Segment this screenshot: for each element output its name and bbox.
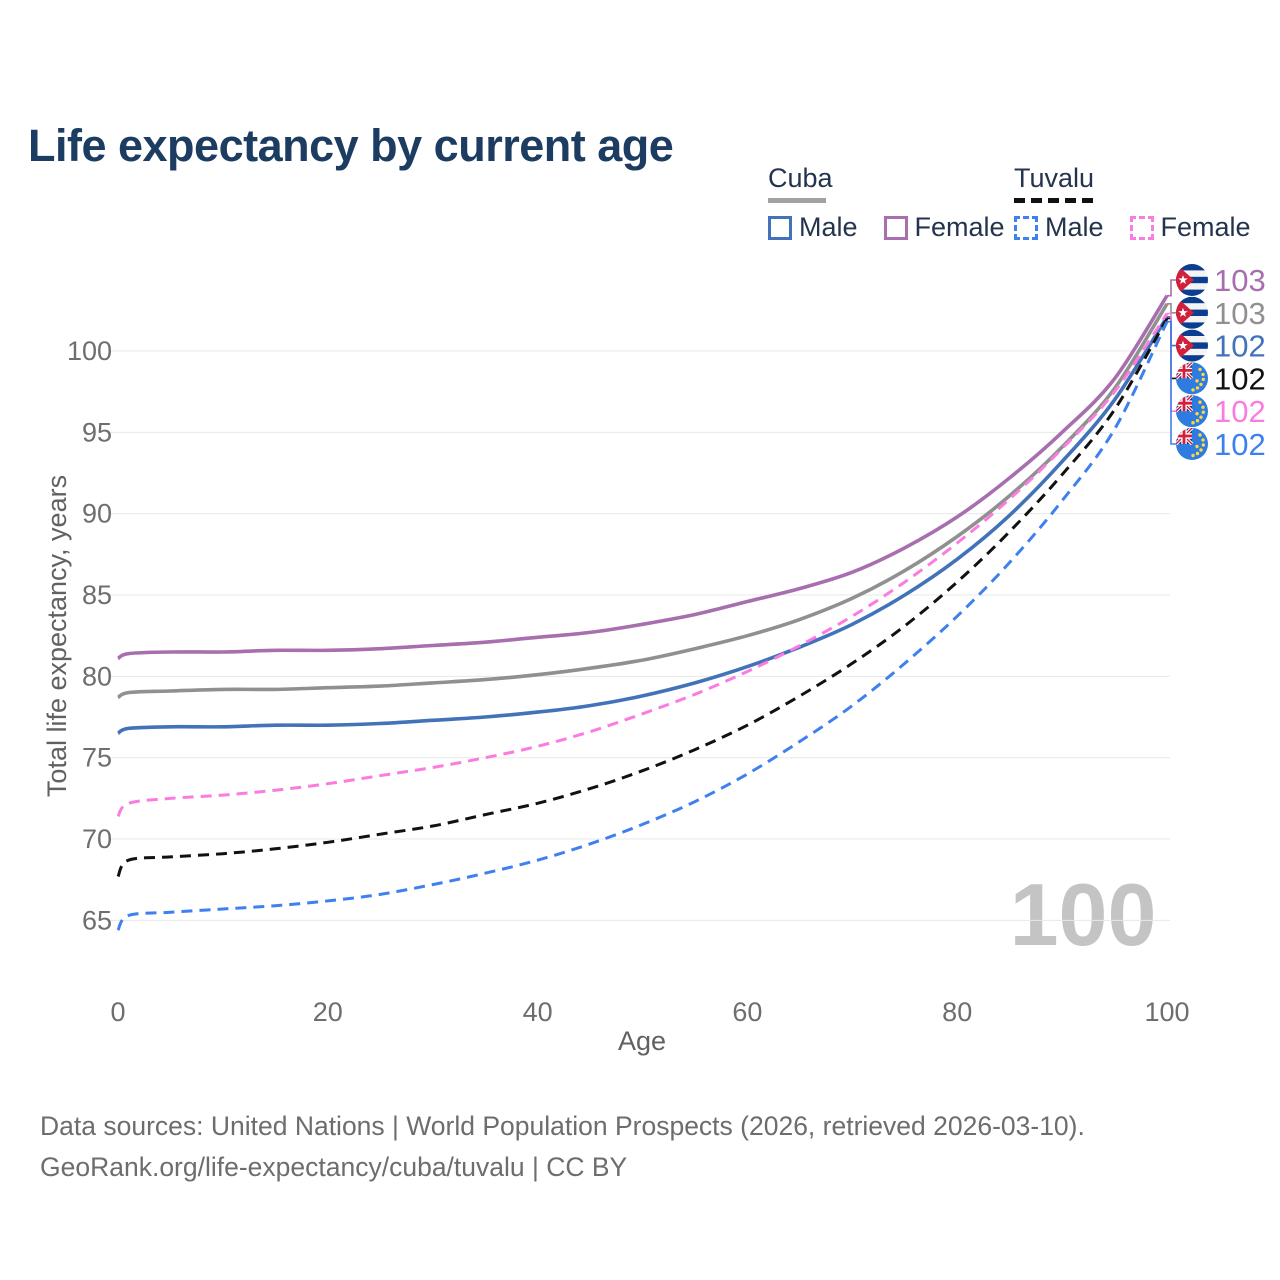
series-line-tuvalu-male[interactable] bbox=[116, 321, 1169, 931]
x-tick-label: 80 bbox=[942, 997, 972, 1027]
axes: Age Total life expectancy, years 65 70 75 8… bbox=[42, 336, 1190, 1056]
series-lines bbox=[116, 294, 1169, 931]
y-tick-label: 75 bbox=[82, 743, 112, 773]
tuvalu-flag-icon bbox=[1176, 395, 1208, 427]
legend-item-label: Male bbox=[799, 212, 858, 242]
end-label-connector-cuba-total bbox=[1167, 303, 1176, 314]
legend-item-label: Female bbox=[1160, 212, 1251, 242]
end-value-label-tuvalu-total: 102 bbox=[1214, 361, 1266, 396]
legend-country-cuba-label: Cuba bbox=[768, 163, 833, 193]
y-tick-label: 70 bbox=[82, 824, 112, 854]
y-tick-label: 80 bbox=[82, 661, 112, 691]
x-axis-title: Age bbox=[618, 1026, 666, 1056]
tuvalu-male-swatch bbox=[1014, 215, 1038, 240]
series-line-cuba-male[interactable] bbox=[116, 315, 1169, 735]
y-tick-label: 90 bbox=[82, 499, 112, 529]
x-tick-label: 60 bbox=[732, 997, 762, 1027]
series-line-cuba-total[interactable] bbox=[116, 302, 1169, 700]
y-axis-title: Total life expectancy, years bbox=[42, 475, 72, 797]
legend-country-tuvalu-label: Tuvalu bbox=[1014, 163, 1095, 193]
cuba-flag-icon bbox=[1176, 330, 1208, 362]
end-value-label-cuba-total: 103 bbox=[1214, 296, 1266, 331]
gridlines bbox=[110, 350, 1170, 921]
tuvalu-total-line-swatch bbox=[1014, 198, 1096, 203]
y-tick-label: 65 bbox=[82, 905, 112, 935]
cuba-flag-icon bbox=[1176, 264, 1208, 296]
attribution-line: GeoRank.org/life-expectancy/cuba/tuvalu … bbox=[40, 1152, 628, 1182]
legend-item-cuba-male[interactable]: Male bbox=[768, 212, 858, 243]
legend-item-label: Female bbox=[914, 212, 1005, 242]
cuba-flag-icon bbox=[1176, 297, 1208, 329]
legend: Cuba Male Female Tuvalu Male bbox=[0, 163, 1280, 243]
tuvalu-flag-icon bbox=[1176, 428, 1208, 460]
age-counter-watermark: 100 bbox=[1010, 865, 1157, 964]
x-tick-label: 20 bbox=[313, 997, 343, 1027]
x-tick-label: 40 bbox=[523, 997, 553, 1027]
legend-item-tuvalu-female[interactable]: Female bbox=[1129, 212, 1251, 243]
legend-country-tuvalu: Tuvalu bbox=[1014, 163, 1251, 203]
legend-group-tuvalu: Tuvalu Male Female bbox=[1014, 163, 1251, 243]
data-sources-line: Data sources: United Nations | World Pop… bbox=[40, 1111, 1085, 1141]
legend-item-label: Male bbox=[1045, 212, 1104, 242]
legend-group-cuba: Cuba Male Female bbox=[768, 163, 1005, 243]
end-value-label-tuvalu-male: 102 bbox=[1214, 427, 1266, 462]
end-value-label-cuba-male: 102 bbox=[1214, 329, 1266, 364]
cuba-total-line-swatch bbox=[768, 198, 826, 203]
series-line-cuba-female[interactable] bbox=[116, 294, 1169, 661]
footer: Data sources: United Nations | World Pop… bbox=[40, 1106, 1085, 1188]
tuvalu-flag-icon bbox=[1176, 362, 1208, 394]
cuba-female-swatch bbox=[883, 215, 908, 240]
end-value-label-cuba-female: 103 bbox=[1214, 263, 1266, 298]
x-tick-label: 0 bbox=[110, 997, 125, 1027]
series-line-tuvalu-female[interactable] bbox=[116, 312, 1169, 818]
tuvalu-female-swatch bbox=[1129, 215, 1154, 240]
legend-item-cuba-female[interactable]: Female bbox=[883, 212, 1005, 243]
legend-item-tuvalu-male[interactable]: Male bbox=[1014, 212, 1104, 243]
end-value-label-tuvalu-female: 102 bbox=[1214, 394, 1266, 429]
y-tick-label: 100 bbox=[67, 336, 112, 366]
end-label-connector-cuba-female bbox=[1167, 279, 1176, 297]
y-tick-label: 85 bbox=[82, 580, 112, 610]
series-line-tuvalu-total[interactable] bbox=[116, 317, 1169, 878]
x-tick-label: 100 bbox=[1144, 997, 1189, 1027]
legend-country-cuba: Cuba bbox=[768, 163, 1005, 203]
y-tick-label: 95 bbox=[82, 417, 112, 447]
cuba-male-swatch bbox=[768, 215, 792, 240]
end-label-connector-tuvalu-male bbox=[1167, 320, 1176, 445]
page-title: Life expectancy by current age bbox=[28, 120, 674, 172]
